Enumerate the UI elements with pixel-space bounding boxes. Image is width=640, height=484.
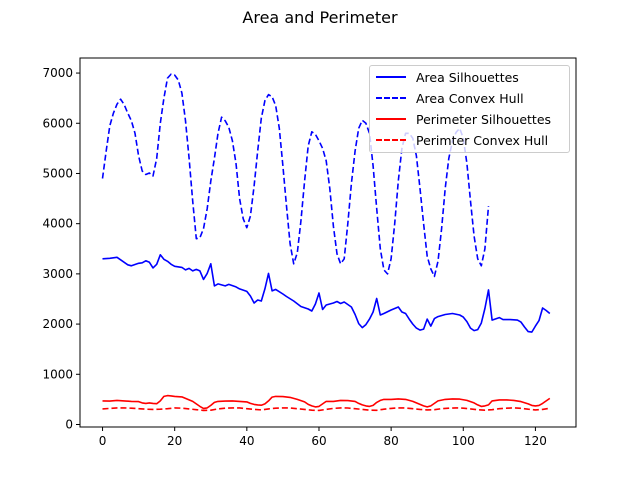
legend-label: Area Convex Hull — [416, 90, 524, 106]
legend-label: Area Silhouettes — [416, 69, 519, 85]
series-line-2 — [101, 73, 490, 278]
y-tick-label: 2000 — [42, 317, 73, 331]
chart-legend: Area Silhouettes Area Convex Hull Perime… — [369, 65, 570, 153]
legend-item-perimeter-convex-hull: Perimter Convex Hull — [376, 130, 548, 150]
x-tick-label: 20 — [167, 434, 182, 448]
y-tick-label: 3000 — [42, 267, 73, 281]
x-tick-label: 0 — [99, 434, 107, 448]
plot-frame — [79, 57, 577, 428]
legend-swatch — [376, 76, 406, 78]
y-tick-label: 1000 — [42, 367, 73, 381]
legend-swatch — [376, 118, 406, 120]
series-line-4 — [102, 407, 550, 412]
legend-item-perimeter-silhouettes: Perimeter Silhouettes — [376, 109, 551, 129]
legend-swatch — [376, 97, 406, 99]
series-line-1 — [102, 254, 551, 333]
y-tick-label: 7000 — [42, 66, 73, 80]
y-tick-label: 6000 — [42, 116, 73, 130]
legend-label: Perimter Convex Hull — [416, 132, 549, 148]
legend-item-area-silhouettes: Area Silhouettes — [376, 67, 519, 87]
legend-swatch — [376, 139, 406, 141]
legend-label: Perimeter Silhouettes — [416, 111, 552, 127]
x-tick-label: 100 — [452, 434, 475, 448]
x-tick-label: 80 — [383, 434, 398, 448]
legend-item-area-convex-hull: Area Convex Hull — [376, 88, 524, 108]
chart-title: Area and Perimeter — [242, 8, 398, 27]
x-tick-label: 40 — [239, 434, 254, 448]
x-tick-label: 120 — [524, 434, 547, 448]
series-line-3 — [102, 394, 551, 410]
y-tick-label: 5000 — [42, 166, 73, 180]
y-tick-label: 4000 — [42, 217, 73, 231]
y-tick-label: 0 — [65, 417, 73, 431]
x-tick-label: 60 — [311, 434, 326, 448]
